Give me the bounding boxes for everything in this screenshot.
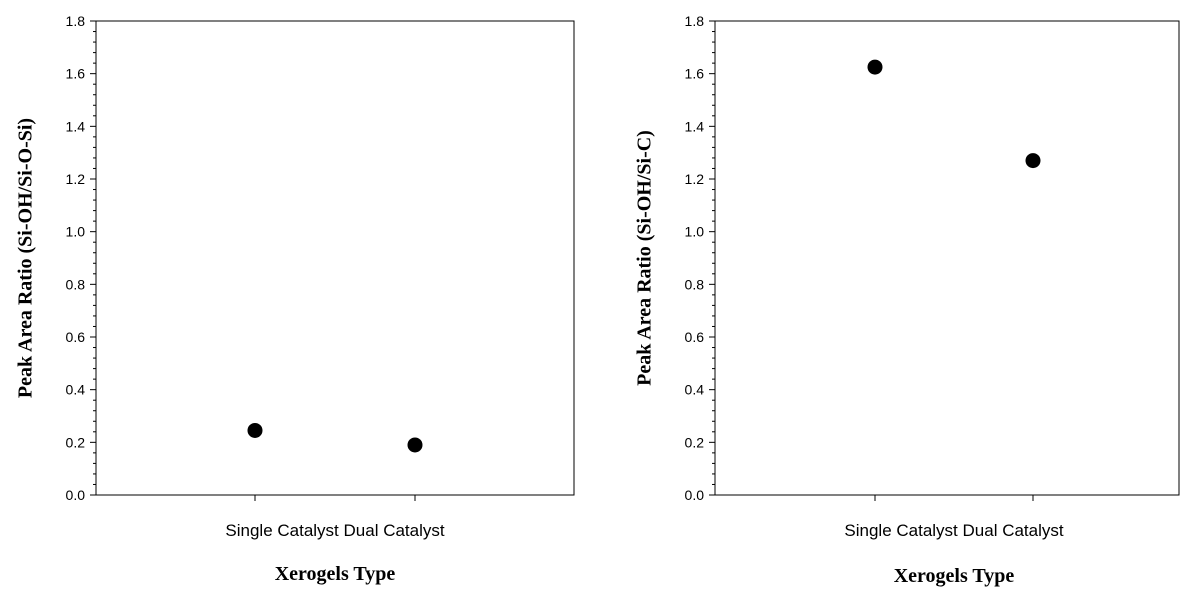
left-y-tick-label: 0.8 <box>66 276 86 292</box>
left-chart: Peak Area Ratio (Si-OH/Si-O-Si) Xerogels… <box>15 13 575 585</box>
left-y-axis-title: Peak Area Ratio (Si-OH/Si-O-Si) <box>15 118 37 398</box>
right-y-tick-label: 1.4 <box>685 118 705 134</box>
left-plot-frame <box>95 20 575 496</box>
right-y-tick-label: 0.0 <box>685 487 705 503</box>
left-y-tick-label: 1.4 <box>66 118 86 134</box>
left-y-tick-label: 1.0 <box>66 224 86 240</box>
right-y-tick-label: 1.8 <box>685 13 705 29</box>
left-point-single-catalyst <box>247 422 263 438</box>
left-y-tick-label: 0.4 <box>66 382 86 398</box>
right-x-axis-title: Xerogels Type <box>894 565 1015 587</box>
right-y-tick-label: 0.6 <box>685 329 705 345</box>
right-y-tick-label: 0.8 <box>685 276 705 292</box>
left-point-dual-catalyst <box>407 437 423 453</box>
right-point-dual-catalyst <box>1025 153 1041 169</box>
left-x-axis-title: Xerogels Type <box>275 563 396 585</box>
right-y-tick-label: 1.0 <box>685 224 705 240</box>
right-chart: Peak Area Ratio (Si-OH/Si-C) Xerogels Ty… <box>634 13 1180 587</box>
right-plot-frame <box>714 20 1180 496</box>
left-y-tick-label: 0.0 <box>66 487 86 503</box>
left-y-tick-label: 1.8 <box>66 13 86 29</box>
left-x-category-labels: Single Catalyst Dual Catalyst <box>225 521 444 540</box>
left-y-tick-label: 0.2 <box>66 434 86 450</box>
right-point-single-catalyst <box>867 59 883 75</box>
right-y-tick-label: 0.4 <box>685 382 705 398</box>
left-y-tick-label: 1.6 <box>66 66 86 82</box>
right-y-tick-label: 1.2 <box>685 171 705 187</box>
right-y-axis-title: Peak Area Ratio (Si-OH/Si-C) <box>634 130 656 386</box>
left-y-tick-label: 1.2 <box>66 171 86 187</box>
right-x-category-labels: Single Catalyst Dual Catalyst <box>844 521 1063 540</box>
right-y-tick-label: 1.6 <box>685 66 705 82</box>
right-y-tick-label: 0.2 <box>685 434 705 450</box>
left-y-tick-label: 0.6 <box>66 329 86 345</box>
